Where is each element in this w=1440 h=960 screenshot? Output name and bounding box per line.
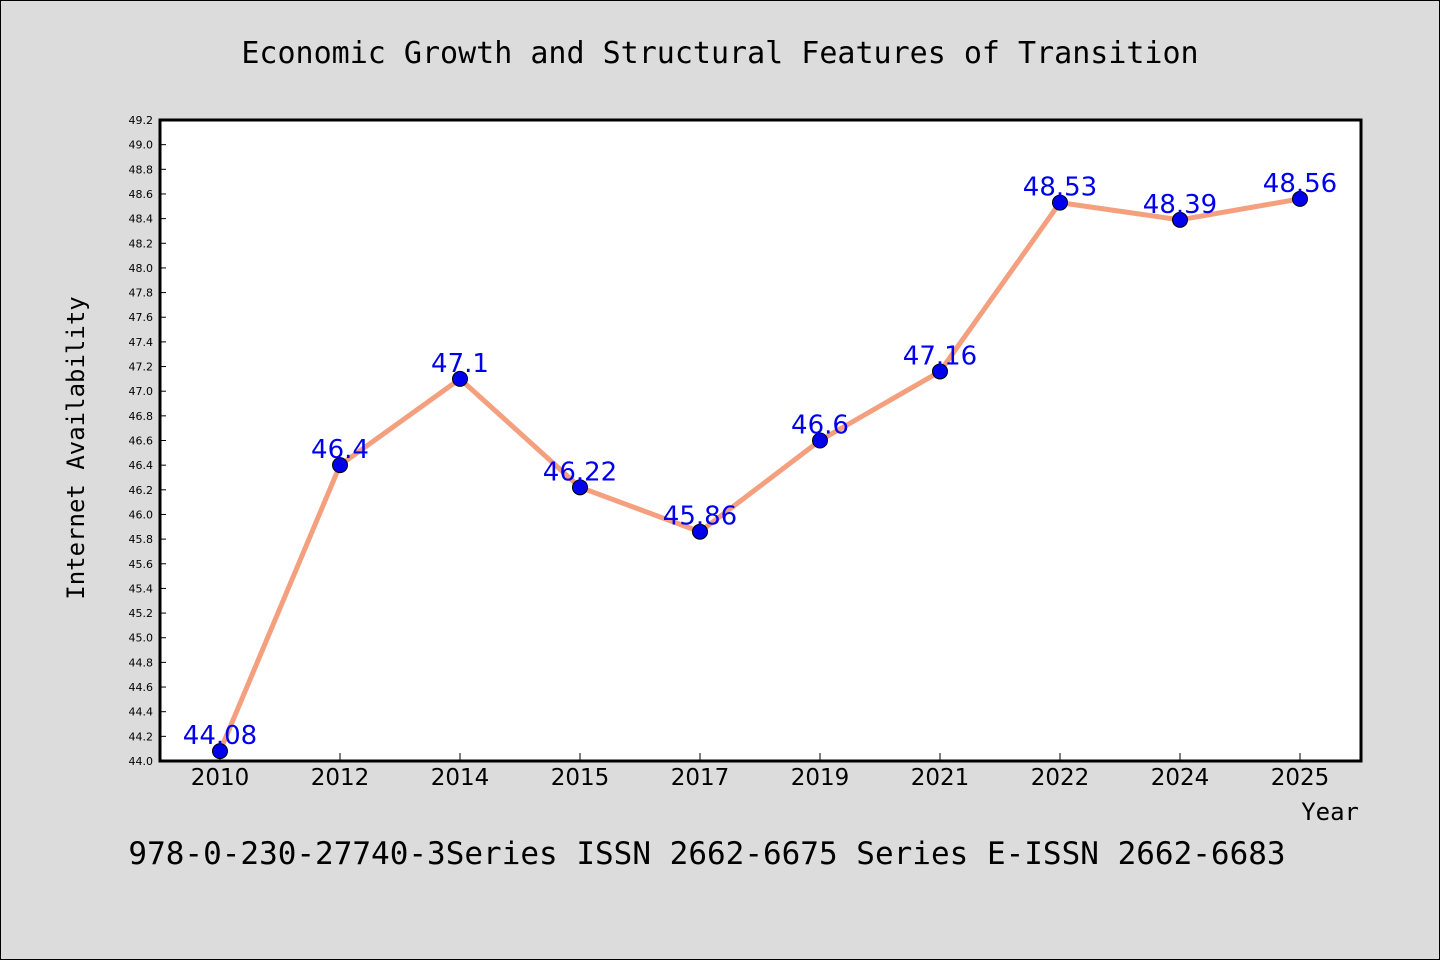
y-tick-label: 47.8 <box>129 287 154 300</box>
data-point <box>1172 211 1188 228</box>
x-tick-label: 2015 <box>551 765 610 791</box>
y-tick-label: 47.4 <box>129 336 154 349</box>
y-tick-label: 45.6 <box>129 558 154 571</box>
x-tick-label: 2014 <box>431 765 490 791</box>
y-tick-label: 45.2 <box>129 607 154 620</box>
x-axis: 2010 2012 2014 2015 2017 2019 2021 2022 2024 2025 <box>191 753 1330 791</box>
y-tick-label: 47.6 <box>129 311 154 324</box>
x-tick-label: 2019 <box>791 765 850 791</box>
x-tick-label: 2022 <box>1031 765 1090 791</box>
y-tick-label: 48.6 <box>129 188 154 201</box>
data-label: 47.1 <box>431 349 489 379</box>
data-point <box>1052 194 1068 211</box>
data-point <box>1292 190 1308 207</box>
y-axis: 44.0 44.2 44.4 44.6 44.8 45.0 45.2 45.4 45.6 45.8… <box>129 114 166 768</box>
y-axis-label: Internet Availability <box>62 296 90 599</box>
y-tick-label: 46.4 <box>129 459 154 472</box>
y-tick-label: 44.4 <box>129 706 154 719</box>
data-label: 44.08 <box>183 721 257 751</box>
data-point <box>572 479 588 496</box>
y-tick-label: 44.8 <box>129 656 154 669</box>
x-axis-label: Year <box>1301 798 1359 826</box>
data-label: 48.56 <box>1263 169 1337 199</box>
y-tick-label: 45.8 <box>129 533 154 546</box>
y-tick-label: 49.2 <box>129 114 154 127</box>
y-tick-label: 45.0 <box>129 632 154 645</box>
footer-text: 978-0-230-27740-3Series ISSN 2662-6675 S… <box>128 836 1285 872</box>
y-tick-label: 44.2 <box>129 730 154 743</box>
y-tick-label: 45.4 <box>129 582 154 595</box>
data-label: 46.22 <box>543 457 617 487</box>
series-line <box>217 196 1303 754</box>
y-tick-label: 46.8 <box>129 410 154 423</box>
data-label: 48.39 <box>1143 190 1217 220</box>
x-tick-label: 2010 <box>191 765 250 791</box>
data-label: 45.86 <box>663 502 737 532</box>
y-tick-label: 47.0 <box>129 385 154 398</box>
data-label-group: 44.08 46.4 47.1 46.22 45.86 46.6 47.16 48.53 48.… <box>183 169 1337 751</box>
y-tick-label: 47.2 <box>129 361 154 374</box>
data-label: 46.4 <box>311 435 369 465</box>
y-tick-label: 46.6 <box>129 435 154 448</box>
y-tick-label: 48.2 <box>129 237 154 250</box>
x-tick-label: 2025 <box>1271 765 1330 791</box>
series-line-group <box>217 196 1303 754</box>
data-label: 47.16 <box>903 341 977 371</box>
y-tick-label: 48.8 <box>129 163 154 176</box>
marker-group <box>212 190 1308 760</box>
chart-title: Economic Growth and Structural Features … <box>241 36 1198 71</box>
plot-area <box>158 118 1363 763</box>
y-tick-label: 46.0 <box>129 508 154 521</box>
data-label: 48.53 <box>1023 173 1097 203</box>
x-tick-label: 2024 <box>1151 765 1210 791</box>
x-tick-label: 2021 <box>911 765 970 791</box>
data-point <box>692 523 708 540</box>
y-tick-label: 48.0 <box>129 262 154 275</box>
data-point <box>452 370 468 387</box>
y-tick-label: 49.0 <box>129 139 154 152</box>
x-tick-label: 2012 <box>311 765 370 791</box>
x-tick-label: 2017 <box>671 765 730 791</box>
data-point <box>932 363 948 380</box>
data-point <box>212 743 228 760</box>
y-tick-label: 48.4 <box>129 213 154 226</box>
data-point <box>812 432 828 449</box>
y-tick-label: 44.6 <box>129 681 154 694</box>
y-tick-label: 44.0 <box>129 755 154 768</box>
data-point <box>332 457 348 474</box>
data-label: 46.6 <box>791 411 849 441</box>
y-tick-label: 46.2 <box>129 484 154 497</box>
